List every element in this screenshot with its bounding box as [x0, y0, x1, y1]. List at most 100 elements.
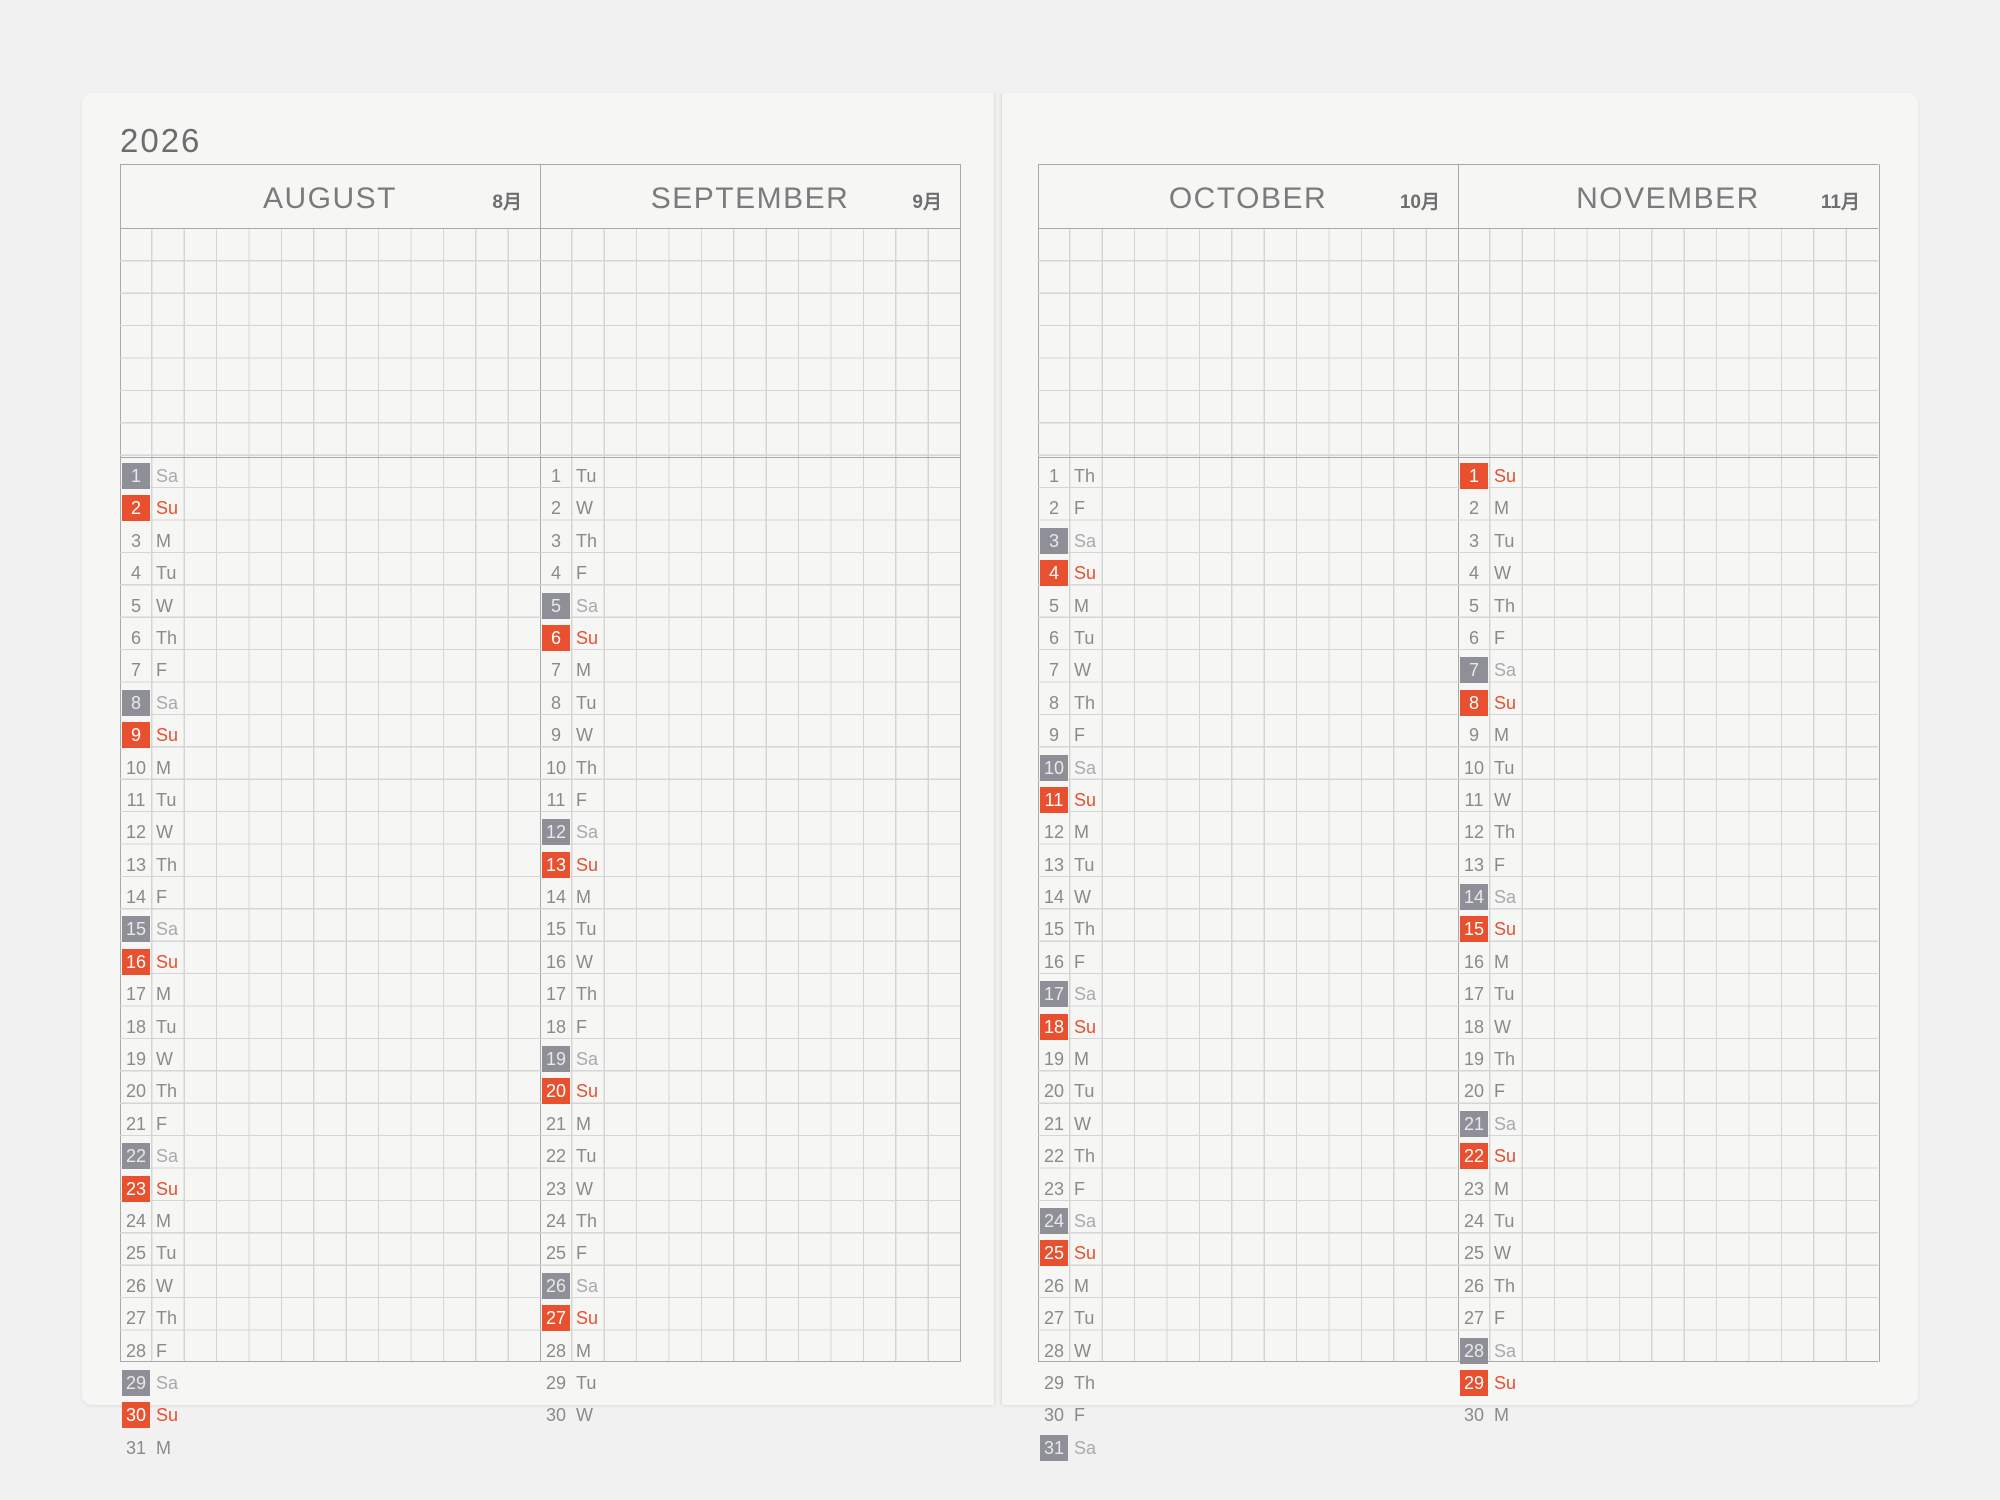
day-number: 17: [1040, 981, 1068, 1008]
weekday-label: Su: [156, 1405, 179, 1426]
day-row: 29 Th: [1038, 1367, 1458, 1399]
day-number: 18: [1463, 1016, 1485, 1037]
weekday-label: M: [156, 1437, 171, 1458]
weekday-label: M: [576, 1113, 591, 1134]
day-number: 12: [125, 822, 147, 843]
day-row: 30 Su: [120, 1399, 540, 1431]
day-row: 15 Th: [1038, 913, 1458, 945]
weekday-label: Th: [1074, 692, 1096, 713]
weekday-label: Tu: [156, 563, 177, 584]
weekday-label: W: [576, 725, 593, 746]
weekday-label: W: [1494, 1243, 1511, 1264]
weekday-label: Th: [1074, 919, 1096, 940]
day-row: 14 F: [120, 881, 540, 913]
weekday-label: Th: [156, 1308, 178, 1329]
weekday-label: Tu: [156, 789, 177, 810]
day-row: 16 M: [1458, 946, 1878, 978]
month-header: NOVEMBER 11月: [1458, 164, 1878, 229]
weekday-label: Tu: [576, 1372, 597, 1393]
day-number: 8: [1048, 692, 1059, 713]
weekday-label: Tu: [1494, 757, 1515, 778]
day-number: 22: [1460, 1143, 1488, 1170]
day-row: 30 M: [1458, 1399, 1878, 1431]
weekday-label: M: [156, 530, 171, 551]
day-row: 14 M: [540, 881, 960, 913]
day-row: 18 W: [1458, 1011, 1878, 1043]
day-number: 19: [125, 1049, 147, 1070]
weekday-label: Tu: [1494, 1210, 1515, 1231]
weekday-label: Su: [156, 725, 179, 746]
day-row: 1 Tu: [540, 460, 960, 492]
day-number: 9: [122, 722, 150, 749]
day-number: 18: [545, 1016, 567, 1037]
weekday-label: M: [1494, 1405, 1509, 1426]
weekday-label: Th: [1074, 1372, 1096, 1393]
day-number: 1: [1048, 466, 1059, 486]
weekday-label: F: [576, 563, 587, 584]
day-row: 20 Th: [120, 1075, 540, 1107]
day-number: 13: [542, 851, 570, 878]
day-row: 30 F: [1038, 1399, 1458, 1431]
day-row: 2 Su: [120, 492, 540, 524]
day-row: 18 F: [540, 1011, 960, 1043]
weekday-label: M: [156, 1210, 171, 1231]
day-number: 11: [1464, 789, 1484, 810]
day-number: 30: [1043, 1405, 1065, 1426]
day-number: 18: [125, 1016, 147, 1037]
weekday-label: Tu: [1494, 530, 1515, 551]
day-row: 27 Tu: [1038, 1302, 1458, 1334]
day-number: 10: [125, 757, 147, 778]
day-row: 11 W: [1458, 784, 1878, 816]
day-number: 22: [545, 1146, 567, 1167]
day-number: 16: [1463, 951, 1485, 972]
weekday-label: Tu: [576, 1146, 597, 1167]
day-number: 19: [1043, 1049, 1065, 1070]
day-number: 21: [125, 1113, 147, 1134]
weekday-label: Sa: [1074, 1210, 1097, 1231]
day-number: 14: [1460, 884, 1488, 911]
weekday-label: W: [156, 1049, 173, 1070]
day-number: 8: [1460, 689, 1488, 716]
weekday-label: Su: [576, 1308, 599, 1329]
weekday-label: F: [1494, 854, 1505, 875]
day-number: 7: [550, 660, 561, 681]
day-number: 26: [1463, 1275, 1485, 1296]
day-row: 21 M: [540, 1108, 960, 1140]
day-number: 14: [545, 887, 567, 908]
day-number: 30: [122, 1402, 150, 1429]
grid-area: [120, 229, 540, 1362]
weekday-label: Sa: [156, 1146, 179, 1167]
day-row: 21 F: [120, 1108, 540, 1140]
weekday-label: Su: [576, 1081, 599, 1102]
day-row: 5 Th: [1458, 590, 1878, 622]
weekday-label: W: [576, 951, 593, 972]
day-number: 27: [1043, 1308, 1065, 1329]
weekday-label: F: [156, 660, 167, 681]
day-row: 11 Su: [1038, 784, 1458, 816]
day-row: 18 Tu: [120, 1011, 540, 1043]
day-number: 2: [122, 495, 150, 522]
day-row: 29 Sa: [120, 1367, 540, 1399]
day-row: 23 M: [1458, 1173, 1878, 1205]
day-number: 25: [1463, 1243, 1485, 1264]
day-number: 18: [1040, 1013, 1068, 1040]
day-number: 16: [122, 948, 150, 975]
day-row: 10 M: [120, 752, 540, 784]
day-number: 6: [130, 627, 141, 648]
weekday-label: W: [1074, 1113, 1091, 1134]
day-number: 6: [1468, 627, 1479, 648]
weekday-label: Tu: [1074, 627, 1095, 648]
weekday-label: Th: [156, 1081, 178, 1102]
day-row: 26 W: [120, 1270, 540, 1302]
day-row: 23 F: [1038, 1173, 1458, 1205]
weekday-label: W: [576, 1178, 593, 1199]
day-row: 15 Sa: [120, 913, 540, 945]
day-row: 4 Su: [1038, 557, 1458, 589]
day-number: 24: [125, 1210, 147, 1231]
day-row: 13 Th: [120, 849, 540, 881]
day-row: 13 F: [1458, 849, 1878, 881]
month-name: OCTOBER: [1168, 182, 1328, 215]
